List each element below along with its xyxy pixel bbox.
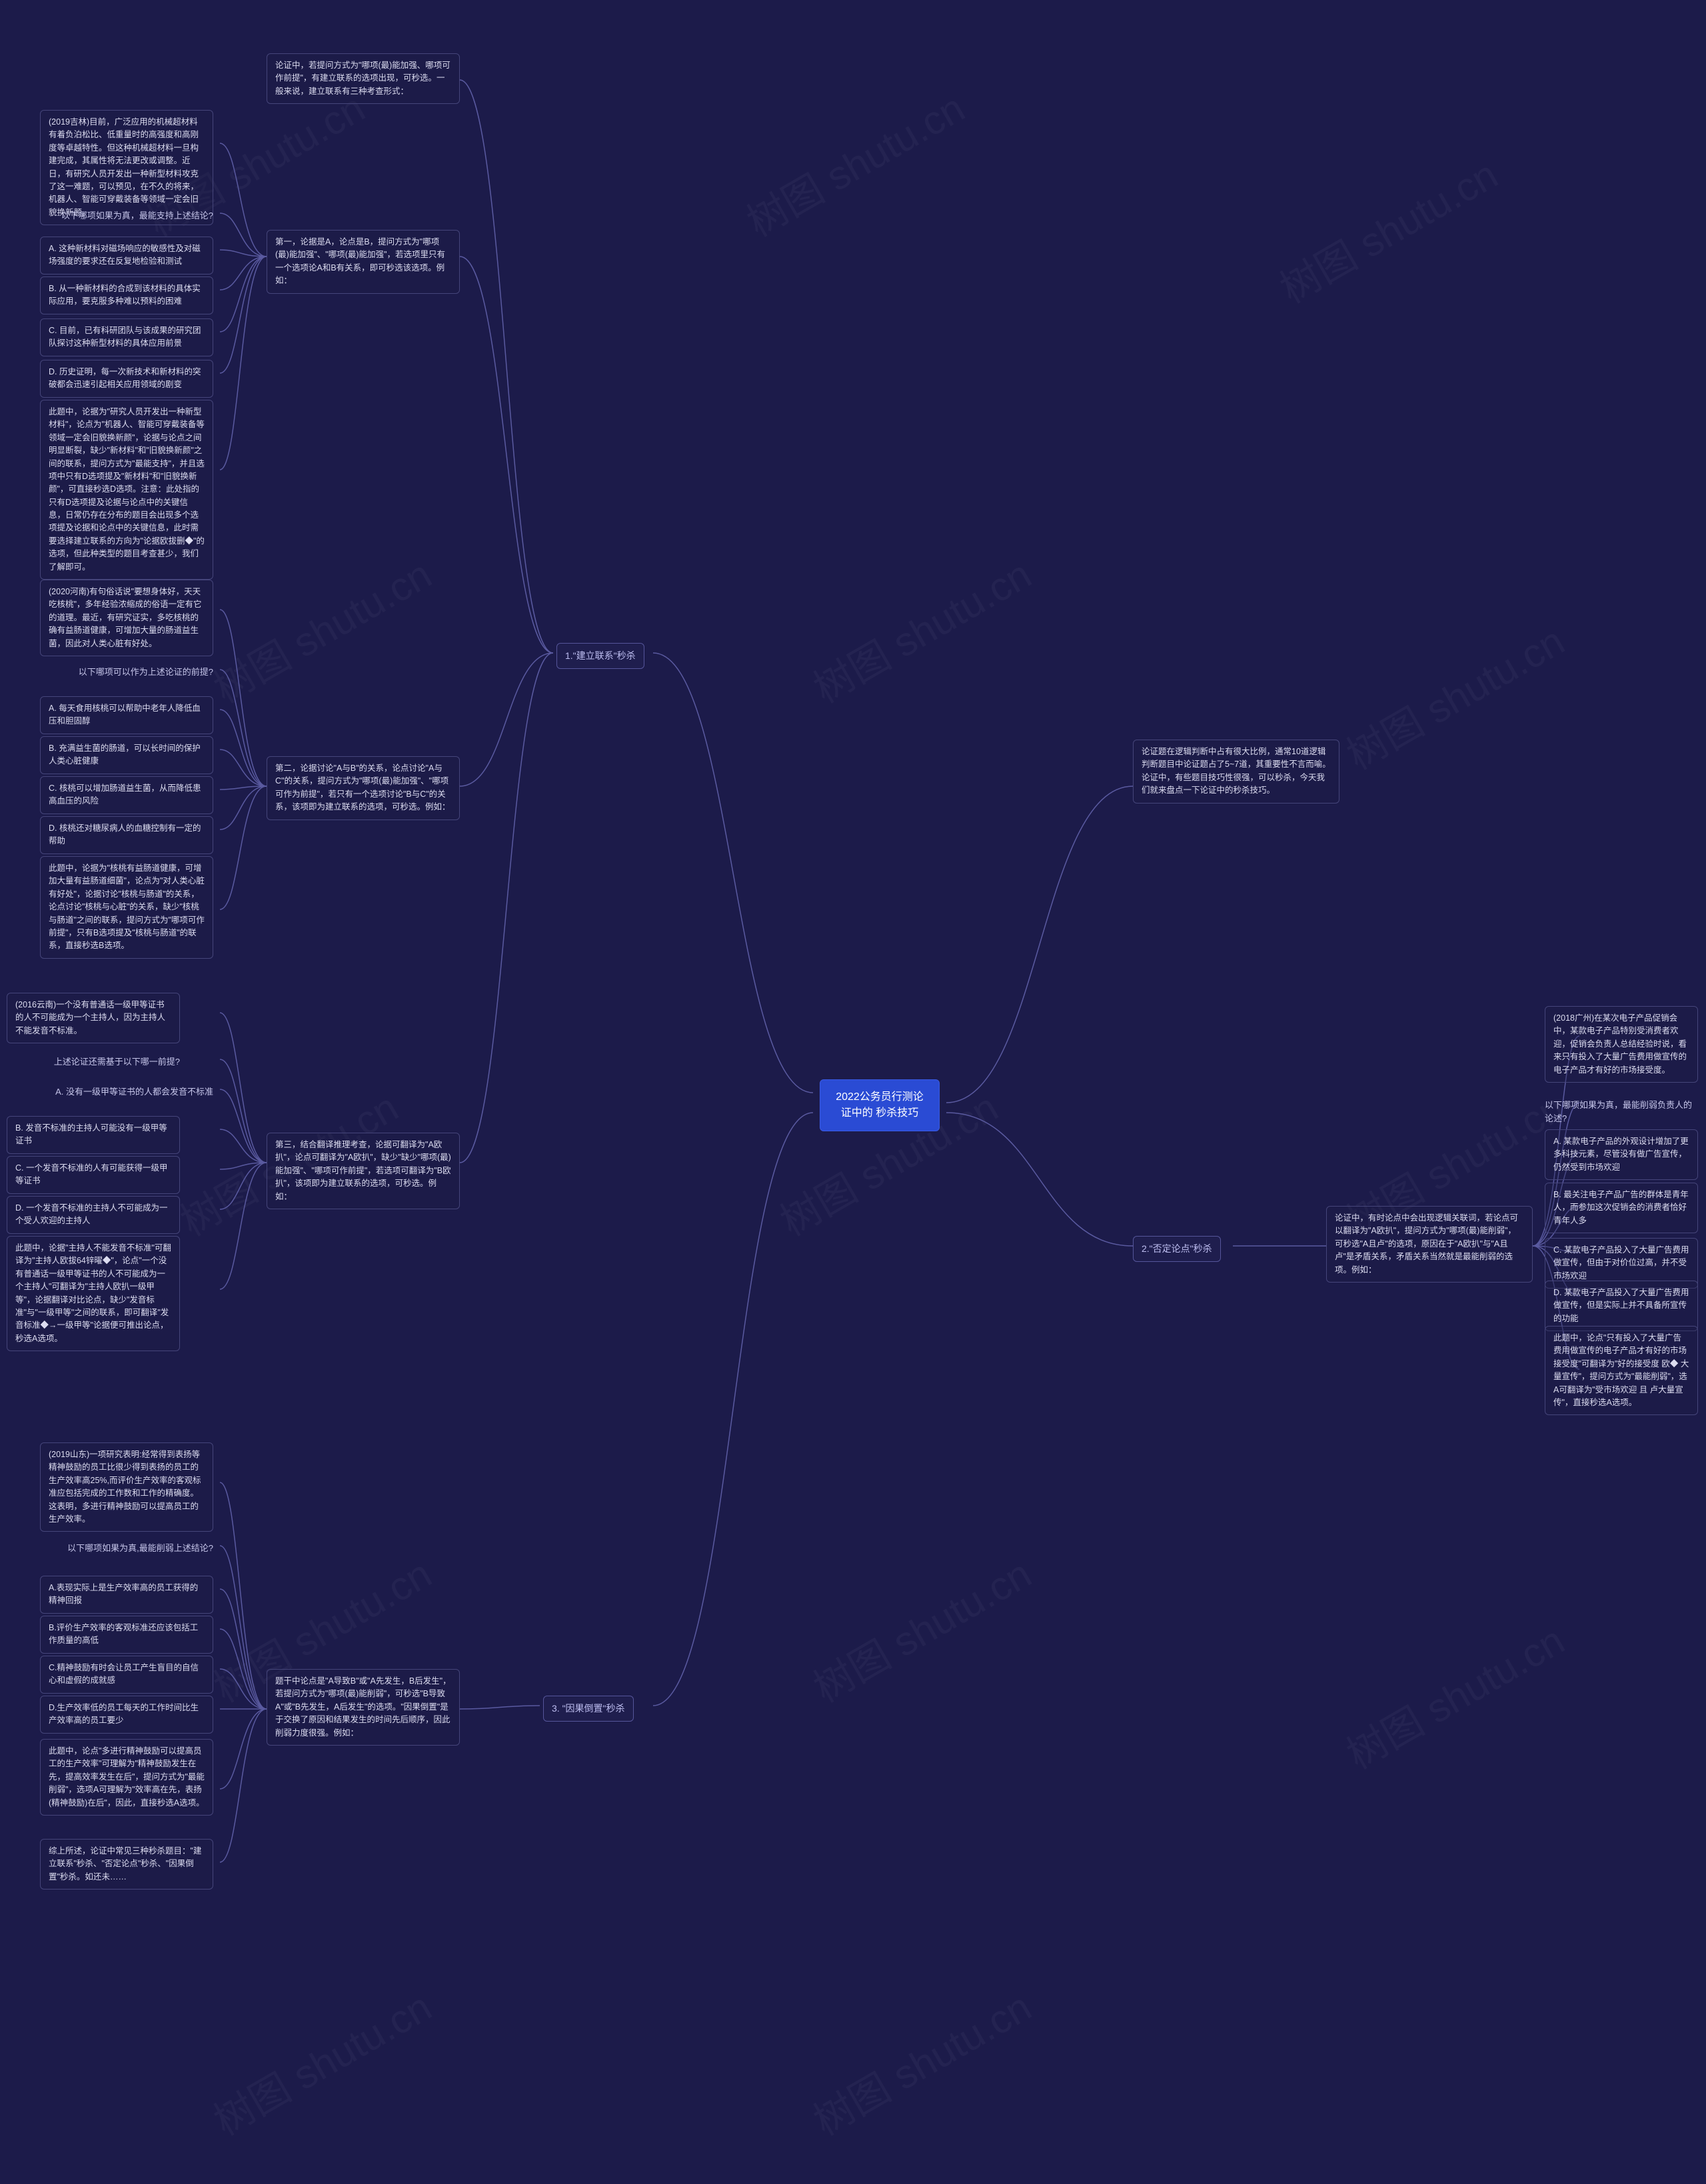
b3-ex-d: D.生产效率低的员工每天的工作时间比生产效率高的员工要少 xyxy=(40,1696,213,1734)
branch-2[interactable]: 2."否定论点"秒杀 xyxy=(1133,1236,1221,1262)
b2-ex-b: B. 最关注电子产品广告的群体是青年人，而参加这次促销会的消费者恰好青年人多 xyxy=(1545,1183,1698,1233)
b1-p2: 第二，论据讨论"A与B"的关系，论点讨论"A与C"的关系，提问方式为"哪项(最)… xyxy=(267,756,460,820)
watermark: 树图 shutu.cn xyxy=(1335,610,1573,781)
watermark: 树图 shutu.cn xyxy=(802,1975,1040,2147)
b2-ex-d: D. 某款电子产品投入了大量广告费用做宣传，但是实际上并不具备所宣传的功能 xyxy=(1545,1281,1698,1331)
watermark: 树图 shutu.cn xyxy=(802,1542,1040,1714)
watermark: 树图 shutu.cn xyxy=(802,543,1040,714)
branch-1[interactable]: 1."建立联系"秒杀 xyxy=(556,643,644,669)
b3-ex-stem: (2019山东)一项研究表明:经常得到表扬等精神鼓励的员工比很少得到表扬的员工的… xyxy=(40,1442,213,1532)
b3-ex-b: B.评价生产效率的客观标准还应该包括工作质量的高低 xyxy=(40,1616,213,1654)
b2-ex-stem: (2018广州)在某次电子产品促销会中，某款电子产品特别受消费者欢迎，促销会负责… xyxy=(1545,1006,1698,1083)
b1-ex3-ans: 此题中，论据"主持人不能发音不标准"可翻译为"主持人欧拔64锌曜◆"，论点"一个… xyxy=(7,1236,180,1351)
b1-ex1-c: C. 目前，已有科研团队与该成果的研究团队探讨这种新型材料的具体应用前景 xyxy=(40,318,213,356)
b1-ex3-q: 上述论证还需基于以下哪一前提? xyxy=(40,1053,180,1071)
b1-ex2-a: A. 每天食用核桃可以帮助中老年人降低血压和胆固醇 xyxy=(40,696,213,734)
b1-ex2-ans: 此题中，论据为"核桃有益肠道健康，可增加大量有益肠道细菌"，论点为"对人类心脏有… xyxy=(40,856,213,959)
b1-ex3-c: C. 一个发音不标准的人有可能获得一级甲等证书 xyxy=(7,1156,180,1194)
b1-ex2-c: C. 核桃可以增加肠道益生菌，从而降低患高血压的风险 xyxy=(40,776,213,814)
b1-ex1-a: A. 这种新材料对磁场响应的敏感性及对磁场强度的要求还在反复地检验和测试 xyxy=(40,237,213,274)
b1-ex2-d: D. 核桃还对糖尿病人的血糖控制有一定的帮助 xyxy=(40,816,213,854)
b1-p1: 第一，论据是A，论点是B，提问方式为"哪项(最)能加强"、"哪项(最)能加强"，… xyxy=(267,230,460,294)
branch-3[interactable]: 3. "因果倒置"秒杀 xyxy=(543,1696,634,1722)
b2-desc: 论证中，有时论点中会出现逻辑关联词，若论点可以翻译为"A欧扒"，提问方式为"哪项… xyxy=(1326,1206,1533,1283)
b1-ex2-q: 以下哪项可以作为上述论证的前提? xyxy=(40,663,213,682)
b3-ex-q: 以下哪项如果为真,最能削弱上述结论? xyxy=(40,1539,213,1558)
b1-ex2-b: B. 充满益生菌的肠道，可以长时间的保护人类心脏健康 xyxy=(40,736,213,774)
b1-ex1-d: D. 历史证明，每一次新技术和新材料的突破都会迅速引起相关应用领域的剧变 xyxy=(40,360,213,398)
b1-ex3-stem: (2016云南)一个没有普通话一级甲等证书的人不可能成为一个主持人，因为主持人不… xyxy=(7,993,180,1043)
watermark: 树图 shutu.cn xyxy=(1335,1609,1573,1780)
b1-p3: 第三，结合翻译推理考查，论据可翻译为"A欧扒"，论点可翻译为"A欧扒"，缺少"缺… xyxy=(267,1133,460,1209)
watermark: 树图 shutu.cn xyxy=(1268,143,1507,314)
watermark: 树图 shutu.cn xyxy=(202,1975,440,2147)
watermark: 树图 shutu.cn xyxy=(735,77,974,248)
b1-ex3-a: A. 没有一级甲等证书的人都会发音不标准 xyxy=(27,1083,213,1101)
b1-top: 论证中，若提问方式为"哪项(最)能加强、哪项可作前提"，有建立联系的选项出现，可… xyxy=(267,53,460,104)
b2-ex-a: A. 某款电子产品的外观设计增加了更多科技元素，尽管没有做广告宣传，仍然受到市场… xyxy=(1545,1129,1698,1180)
b1-ex3-b: B. 发音不标准的主持人可能没有一级甲等证书 xyxy=(7,1116,180,1154)
b2-ex-q: 以下哪项如果为真，最能削弱负责人的论述? xyxy=(1545,1096,1698,1127)
b3-desc: 题干中论点是"A导致B"或"A先发生，B后发生"，若提问方式为"哪项(最)能削弱… xyxy=(267,1669,460,1746)
b1-ex1-ans: 此题中，论据为"研究人员开发出一种新型材料"，论点为"机器人、智能可穿戴装备等领… xyxy=(40,400,213,580)
root-node[interactable]: 2022公务员行测论证中的 秒杀技巧 xyxy=(820,1079,940,1131)
b1-ex3-d: D. 一个发音不标准的主持人不可能成为一个受人欢迎的主持人 xyxy=(7,1196,180,1234)
b3-ex-a: A.表现实际上是生产效率高的员工获得的精神回报 xyxy=(40,1576,213,1614)
intro-block: 论证题在逻辑判断中占有很大比例，通常10道逻辑判断题目中论证题占了5~7道，其重… xyxy=(1133,740,1339,804)
b1-ex1-b: B. 从一种新材料的合成到该材料的具体实际应用，要克服多种难以预料的困难 xyxy=(40,276,213,314)
b3-ex-ans: 此题中，论点"多进行精神鼓励可以提高员工的生产效率"可理解为"精神鼓励发生在先，… xyxy=(40,1739,213,1816)
b1-ex2-stem: (2020河南)有句俗话说"要想身体好，天天吃核桃"，多年经验浓缩成的俗语一定有… xyxy=(40,580,213,656)
b3-summary: 综上所述，论证中常见三种秒杀题目："建立联系"秒杀、"否定论点"秒杀、"因果倒置… xyxy=(40,1839,213,1890)
watermark: 树图 shutu.cn xyxy=(202,543,440,714)
b1-ex1-q: 以下哪项如果为真，最能支持上述结论? xyxy=(40,207,213,225)
b2-ex-ans: 此题中，论点"只有投入了大量广告费用做宣传的电子产品才有好的市场接受度"可翻译为… xyxy=(1545,1326,1698,1415)
b3-ex-c: C.精神鼓励有时会让员工产生盲目的自信心和虚假的成就感 xyxy=(40,1656,213,1694)
